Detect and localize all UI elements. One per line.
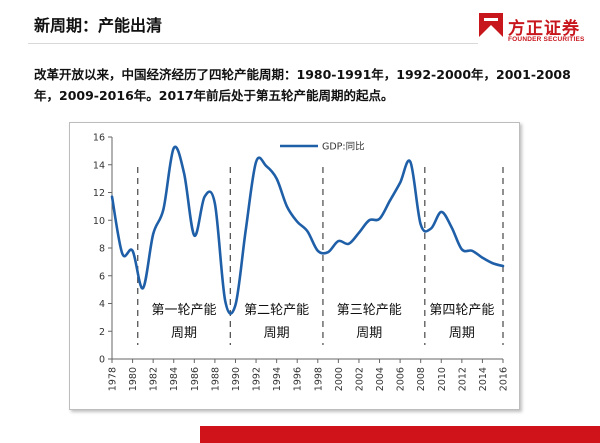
- x-tick-label: 2004: [375, 367, 386, 391]
- x-tick-label: 1982: [149, 367, 160, 391]
- x-tick-label: 1980: [128, 367, 139, 391]
- y-tick-label: 12: [93, 188, 105, 199]
- chart-frame: 0 2 4 6 8 10 12 14 16 1978 1980 1982 1984 1986 1988 199…: [69, 122, 520, 410]
- dividers-layer: [137, 167, 504, 345]
- logo-en-text: FOUNDER SECURITIES: [508, 36, 585, 43]
- cycle-label: 周期: [356, 326, 382, 341]
- gdp-chart: 0 2 4 6 8 10 12 14 16 1978 1980 1982 1984 1986 1988 199…: [93, 133, 510, 392]
- y-tick-label: 0: [99, 355, 105, 366]
- cycle-label: 第四轮产能: [429, 303, 494, 318]
- x-tick-label: 1988: [210, 367, 221, 391]
- x-tick-label: 2010: [437, 367, 448, 391]
- x-tick-label: 2012: [457, 367, 468, 391]
- founder-securities-mark-icon: [479, 13, 503, 37]
- cycle-label: 周期: [171, 326, 197, 341]
- x-tick-label: 1986: [190, 367, 201, 391]
- y-tick-label: 8: [99, 244, 105, 255]
- x-tick-label: 1984: [169, 367, 180, 391]
- cycle-label: 第二轮产能: [244, 303, 309, 318]
- x-tick-label: 1990: [231, 367, 242, 391]
- x-tick-label: 1994: [272, 367, 283, 391]
- x-tick-label: 2014: [478, 367, 489, 391]
- legend-label: GDP:同比: [322, 141, 365, 153]
- x-tick-label: 1992: [252, 367, 263, 391]
- x-tick-label: 2000: [334, 367, 345, 391]
- brand-logo: 方正证券 FOUNDER SECURITIES: [478, 10, 588, 48]
- x-tick-label: 1996: [293, 367, 304, 391]
- y-tick-label: 6: [99, 271, 105, 282]
- footer-red-bar: [200, 426, 600, 443]
- logo-cn-text: 方正证券: [508, 19, 580, 39]
- cycle-label: 第一轮产能: [152, 303, 217, 318]
- x-tick-label: 2002: [354, 367, 365, 391]
- y-tick-label: 16: [93, 133, 105, 144]
- cycle-label: 第三轮产能: [337, 303, 402, 318]
- cycle-label: 周期: [264, 326, 290, 341]
- x-tick-label: 1978: [108, 367, 119, 391]
- gdp-series-line: [110, 145, 505, 315]
- y-tick-label: 14: [93, 160, 105, 171]
- slide-title: 新周期：产能出清: [34, 16, 163, 35]
- series-layer: [110, 145, 505, 315]
- y-tick-label: 2: [99, 327, 105, 338]
- legend-layer: GDP:同比: [280, 141, 365, 153]
- y-tick-label: 10: [93, 216, 105, 227]
- cycle-label: 周期: [449, 326, 475, 341]
- x-tick-label: 2008: [416, 367, 427, 391]
- x-tick-label: 2016: [499, 367, 510, 391]
- axes-layer: 0 2 4 6 8 10 12 14 16 1978 1980 1982 1984 1986 1988 199…: [93, 133, 510, 392]
- x-tick-label: 2006: [396, 367, 407, 391]
- intro-text: 改革开放以来，中国经济经历了四轮产能周期：1980-1991年，1992-200…: [34, 67, 571, 103]
- y-tick-label: 4: [99, 299, 105, 310]
- x-tick-label: 1998: [313, 367, 324, 391]
- title-divider: [28, 43, 478, 44]
